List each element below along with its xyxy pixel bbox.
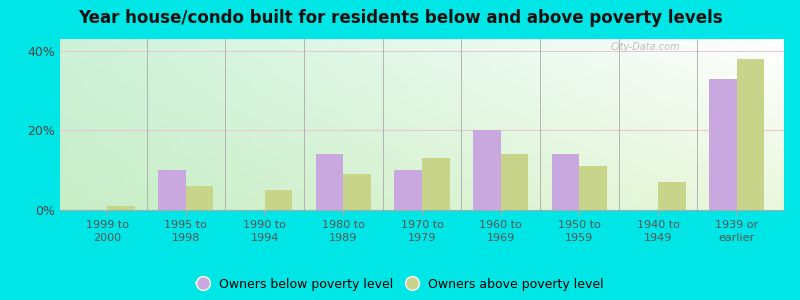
Bar	[501, 154, 528, 210]
Bar	[158, 170, 186, 210]
Bar	[658, 182, 686, 210]
Bar	[316, 154, 343, 210]
Legend: Owners below poverty level, Owners above poverty level: Owners below poverty level, Owners above…	[194, 276, 606, 294]
Text: City-Data.com: City-Data.com	[610, 42, 680, 52]
Bar	[579, 166, 607, 210]
Bar	[394, 170, 422, 210]
Bar	[343, 174, 371, 210]
Bar	[552, 154, 579, 210]
Bar	[422, 158, 450, 210]
Bar	[710, 79, 737, 210]
Bar	[107, 206, 134, 210]
Bar	[737, 59, 764, 210]
Text: Year house/condo built for residents below and above poverty levels: Year house/condo built for residents bel…	[78, 9, 722, 27]
Bar	[265, 190, 292, 210]
Bar	[186, 186, 214, 210]
Bar	[473, 130, 501, 210]
